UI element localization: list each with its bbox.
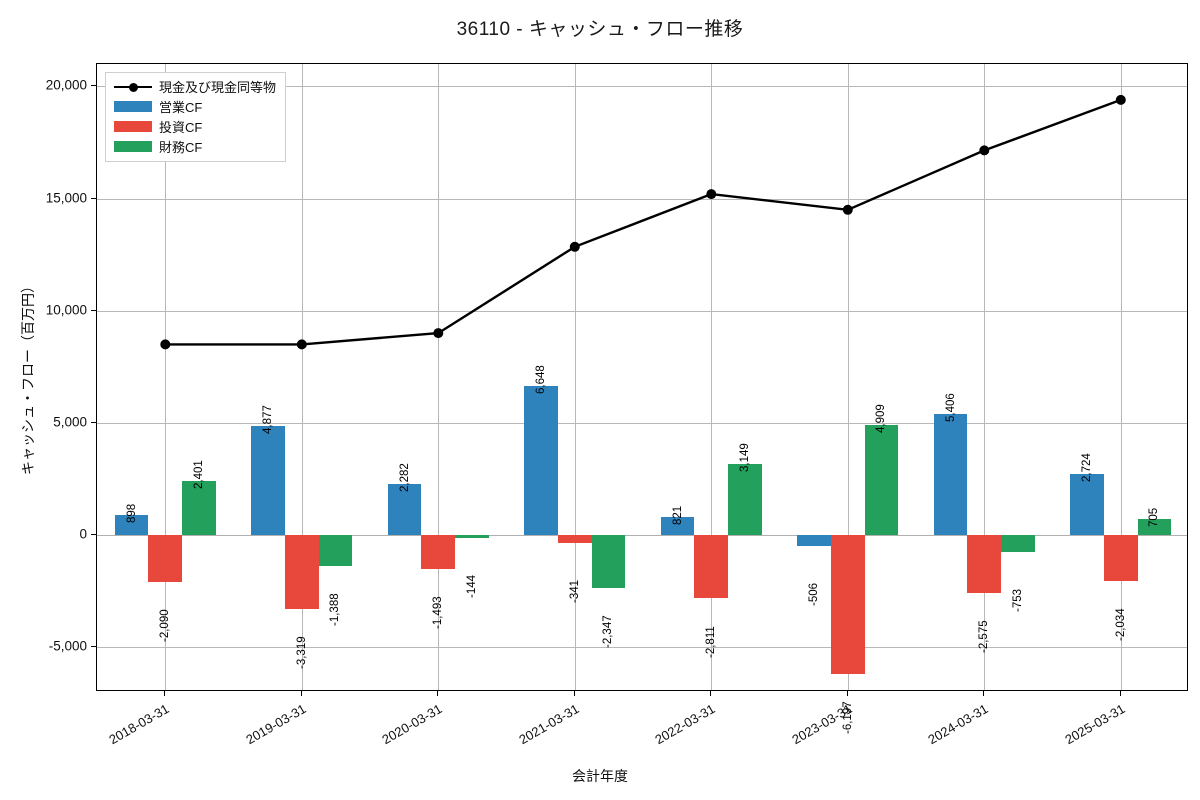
y-axis-tick-mark	[91, 421, 96, 423]
legend-color-swatch	[114, 121, 152, 132]
gridline-vertical	[301, 64, 303, 690]
legend-label: 営業CF	[159, 100, 203, 115]
bar	[421, 535, 456, 569]
x-axis-tick-label: 2018-03-31	[106, 701, 172, 748]
gridline-vertical	[574, 64, 576, 690]
bar	[182, 481, 216, 535]
bar	[797, 535, 831, 547]
chart-title: 36110 - キャッシュ・フロー推移	[456, 19, 744, 40]
x-axis-label: 会計年度	[572, 768, 628, 784]
legend-color-swatch	[114, 141, 152, 152]
x-axis-tick-label: 2020-03-31	[379, 701, 445, 748]
bar	[728, 464, 762, 535]
gridline-vertical	[711, 64, 713, 690]
y-axis-label: キャッシュ・フロー（百万円）	[20, 279, 36, 475]
bar	[1070, 473, 1104, 535]
x-axis-tick-mark	[983, 691, 985, 696]
gridline-vertical	[1120, 64, 1122, 690]
legend-color-swatch	[114, 101, 152, 112]
bar	[933, 413, 968, 535]
x-axis-tick-label: 2019-03-31	[243, 701, 309, 748]
bar	[1103, 535, 1138, 581]
y-axis-tick-mark	[91, 646, 96, 648]
y-axis-tick-mark	[91, 85, 96, 87]
x-axis-tick-mark	[573, 691, 575, 696]
bar	[967, 535, 1002, 593]
x-axis-tick-label: 2023-03-31	[789, 701, 855, 748]
x-axis-tick-label: 2025-03-31	[1062, 701, 1128, 748]
y-axis-tick-label: 5,000	[53, 414, 87, 430]
bar	[591, 535, 626, 588]
bar	[557, 535, 592, 543]
y-axis-tick-label: 10,000	[45, 302, 87, 318]
bar	[455, 535, 489, 539]
y-axis-tick-mark	[91, 534, 96, 535]
x-axis-tick-mark	[1119, 691, 1121, 696]
x-axis-tick-mark	[164, 691, 166, 696]
line-marker	[160, 339, 171, 350]
x-axis-tick-mark	[710, 691, 712, 696]
gridline-horizontal	[97, 535, 1187, 536]
bar	[1001, 535, 1035, 552]
bar	[524, 385, 558, 535]
legend-item: 営業CF	[114, 99, 276, 115]
x-axis-tick-label: 2024-03-31	[925, 701, 991, 748]
legend-item: 投資CF	[114, 119, 276, 135]
bar	[284, 535, 319, 610]
legend-item: 現金及び現金同等物	[114, 79, 277, 95]
bar	[660, 516, 695, 535]
legend-label: 財務CF	[159, 140, 203, 155]
bar	[830, 535, 865, 674]
bar	[148, 535, 183, 582]
y-axis-tick-mark	[91, 309, 96, 311]
gridline-vertical	[984, 64, 986, 690]
gridline-horizontal	[97, 422, 1187, 424]
y-axis-tick-label: -5,000	[48, 638, 87, 654]
x-axis-tick-label: 2021-03-31	[516, 701, 582, 748]
gridline-vertical	[847, 64, 849, 690]
x-axis-tick-mark	[846, 691, 848, 696]
legend-label: 現金及び現金同等物	[159, 80, 277, 95]
gridline-horizontal	[97, 198, 1187, 200]
bar	[114, 514, 149, 535]
y-axis-label-container: キャッシュ・フロー（百万円）	[14, 63, 42, 691]
gridline-horizontal	[97, 310, 1187, 312]
y-axis-tick-label: 20,000	[45, 77, 87, 93]
gridline-vertical	[165, 64, 167, 690]
legend-item: 財務CF	[114, 139, 276, 155]
line-marker	[569, 241, 580, 252]
legend-label: 投資CF	[159, 120, 203, 135]
y-axis-tick-label: 15,000	[45, 190, 87, 206]
line-marker	[1115, 94, 1126, 105]
legend: 現金及び現金同等物 営業CF 投資CF 財務CF	[105, 72, 287, 162]
bar	[694, 535, 729, 598]
line-marker	[296, 339, 307, 350]
y-axis-tick-label: 0	[79, 526, 87, 542]
x-axis-tick-mark	[437, 691, 439, 696]
line-marker	[433, 328, 444, 339]
x-axis-tick-label: 2022-03-31	[652, 701, 718, 748]
bar	[318, 535, 353, 567]
gridline-horizontal	[97, 647, 1187, 649]
x-axis-tick-mark	[300, 691, 302, 696]
legend-line-marker-icon	[114, 81, 152, 92]
bar	[1137, 519, 1172, 535]
bar	[251, 425, 285, 535]
line-path	[165, 98, 1122, 346]
gridline-horizontal	[97, 86, 1187, 88]
bar	[864, 424, 899, 535]
line-marker	[979, 145, 990, 156]
gridline-vertical	[438, 64, 440, 690]
line-marker	[706, 189, 717, 200]
plot-area: 898 4,877 2,282 6,648 821 -506 5,406 2,724 -2,09…	[96, 63, 1188, 734]
cash-line-series	[160, 94, 1126, 350]
y-axis-tick-mark	[91, 197, 96, 199]
bar	[387, 483, 422, 535]
x-axis-ticks: 2018-03-31 2019-03-31 2020-03-31 2021-03-31…	[96, 691, 1188, 791]
line-marker	[842, 204, 853, 215]
